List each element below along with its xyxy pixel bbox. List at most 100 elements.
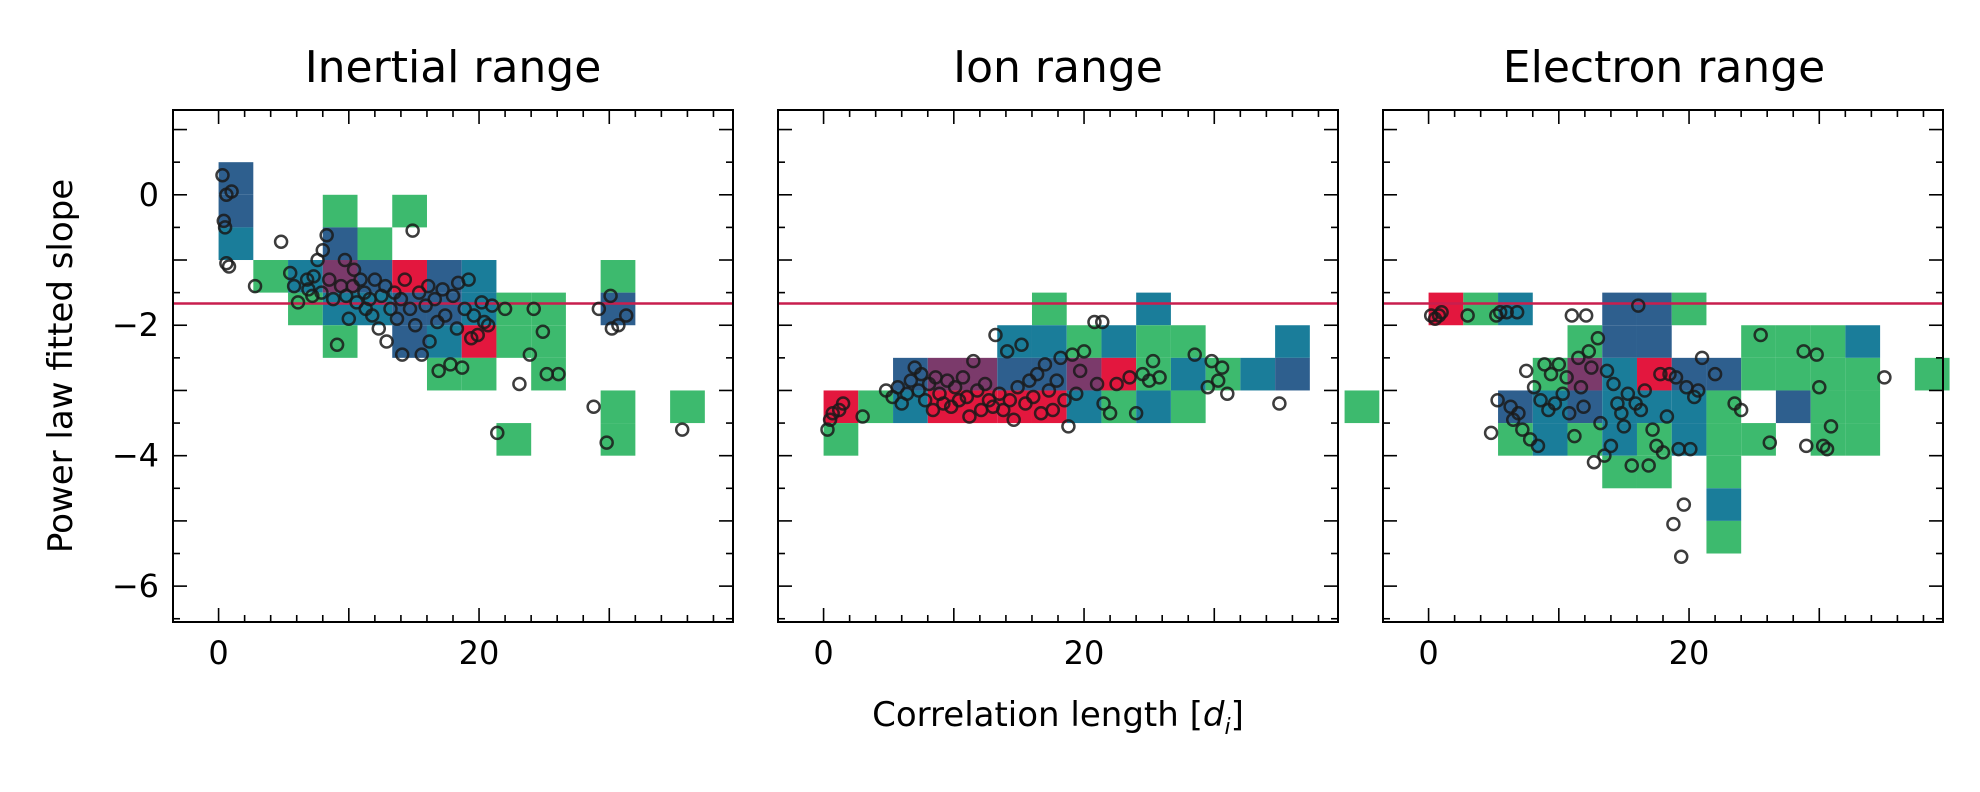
heatmap-bin — [1775, 357, 1811, 391]
panel-title: Inertial range — [305, 42, 602, 93]
y-axis-label: Power law fitted slope — [41, 179, 81, 553]
data-point — [599, 435, 614, 450]
data-point — [1668, 370, 1684, 385]
data-point — [1616, 419, 1632, 434]
heatmap-bin — [392, 194, 427, 228]
data-point — [1551, 357, 1567, 372]
data-point — [449, 321, 465, 336]
data-point — [325, 291, 341, 307]
data-point — [427, 291, 443, 307]
data-point — [1637, 383, 1653, 398]
data-point — [282, 265, 298, 281]
data-point — [1526, 379, 1542, 395]
data-point — [1076, 344, 1092, 359]
data-point — [305, 288, 320, 304]
data-point — [353, 272, 368, 287]
heatmap-bin — [1810, 357, 1846, 391]
heatmap-bin — [600, 260, 636, 293]
data-point — [1590, 331, 1606, 346]
data-point — [445, 288, 461, 304]
data-point — [1655, 445, 1671, 460]
heatmap-bin — [1101, 325, 1137, 358]
heatmap-bin — [1136, 390, 1171, 424]
data-point — [215, 167, 230, 183]
heatmap-bin — [322, 325, 358, 358]
data-point — [1533, 392, 1548, 408]
data-point — [1220, 386, 1235, 401]
x-tick-label: 20 — [1669, 634, 1710, 672]
data-point — [1633, 402, 1649, 418]
data-point — [822, 412, 838, 428]
data-point — [1145, 353, 1161, 369]
data-point — [1707, 366, 1723, 382]
data-point — [1823, 419, 1839, 434]
data-point — [1567, 428, 1582, 444]
data-point — [1571, 350, 1586, 366]
heatmap-bin — [496, 325, 532, 358]
data-point — [365, 308, 380, 323]
data-point — [1624, 458, 1639, 473]
heatmap-bin — [1636, 455, 1672, 489]
data-point — [1483, 425, 1499, 441]
panel-inertial-range: Inertial range 0 20 0 −2 −4 −6 — [112, 42, 734, 672]
data-point — [1122, 370, 1137, 385]
data-point — [1762, 435, 1778, 450]
data-point — [480, 317, 496, 333]
heatmap-bin — [1706, 520, 1742, 554]
panel-ion-range: Ion range 0 20 — [777, 42, 1380, 672]
data-point — [470, 327, 485, 343]
data-point — [603, 288, 618, 304]
data-point — [1576, 399, 1591, 415]
data-point — [383, 301, 398, 317]
heatmap-bin — [531, 292, 566, 326]
data-point — [1530, 438, 1546, 454]
heatmap-bin — [823, 423, 859, 456]
data-point — [1511, 406, 1526, 421]
y-tick-label: −2 — [112, 306, 159, 344]
data-point — [1559, 370, 1574, 385]
data-point — [1877, 370, 1892, 385]
data-point — [322, 272, 337, 287]
heatmap-bin — [1810, 325, 1846, 358]
heatmap-bin — [1741, 357, 1776, 391]
heatmap-bin — [1170, 390, 1206, 424]
data-point — [999, 344, 1015, 359]
heatmap-bin — [426, 325, 462, 358]
data-point — [422, 334, 437, 349]
heatmap-bin — [1344, 390, 1380, 424]
data-point — [402, 301, 418, 317]
data-point — [1573, 379, 1589, 395]
data-point — [992, 386, 1007, 401]
data-point — [315, 242, 331, 258]
data-point — [346, 262, 362, 278]
data-point — [1620, 386, 1636, 401]
y-tick-label: 0 — [139, 176, 159, 214]
x-tick-label: 0 — [813, 634, 833, 672]
data-point — [1690, 383, 1706, 398]
data-point — [1641, 458, 1656, 473]
data-point — [1673, 549, 1689, 565]
data-point — [1603, 438, 1619, 454]
heatmap-bin — [1706, 455, 1742, 489]
data-point — [1200, 379, 1216, 395]
data-point — [996, 402, 1011, 418]
data-point — [1087, 314, 1102, 330]
heatmap-bin — [357, 227, 393, 261]
heatmap-bin — [1066, 390, 1102, 424]
data-point — [1029, 366, 1045, 382]
data-point — [221, 259, 237, 274]
data-point — [1045, 402, 1061, 418]
data-point — [1026, 389, 1041, 405]
panel-title: Electron range — [1503, 42, 1825, 93]
data-point — [1645, 422, 1660, 437]
data-point — [247, 278, 263, 294]
heatmap-bin — [1914, 357, 1950, 391]
data-point — [855, 409, 870, 424]
data-point — [522, 347, 538, 362]
heatmap-bin — [496, 292, 532, 326]
data-point — [437, 308, 453, 323]
heatmap-bin — [531, 357, 566, 391]
data-point — [421, 278, 436, 294]
data-point — [1683, 441, 1698, 457]
